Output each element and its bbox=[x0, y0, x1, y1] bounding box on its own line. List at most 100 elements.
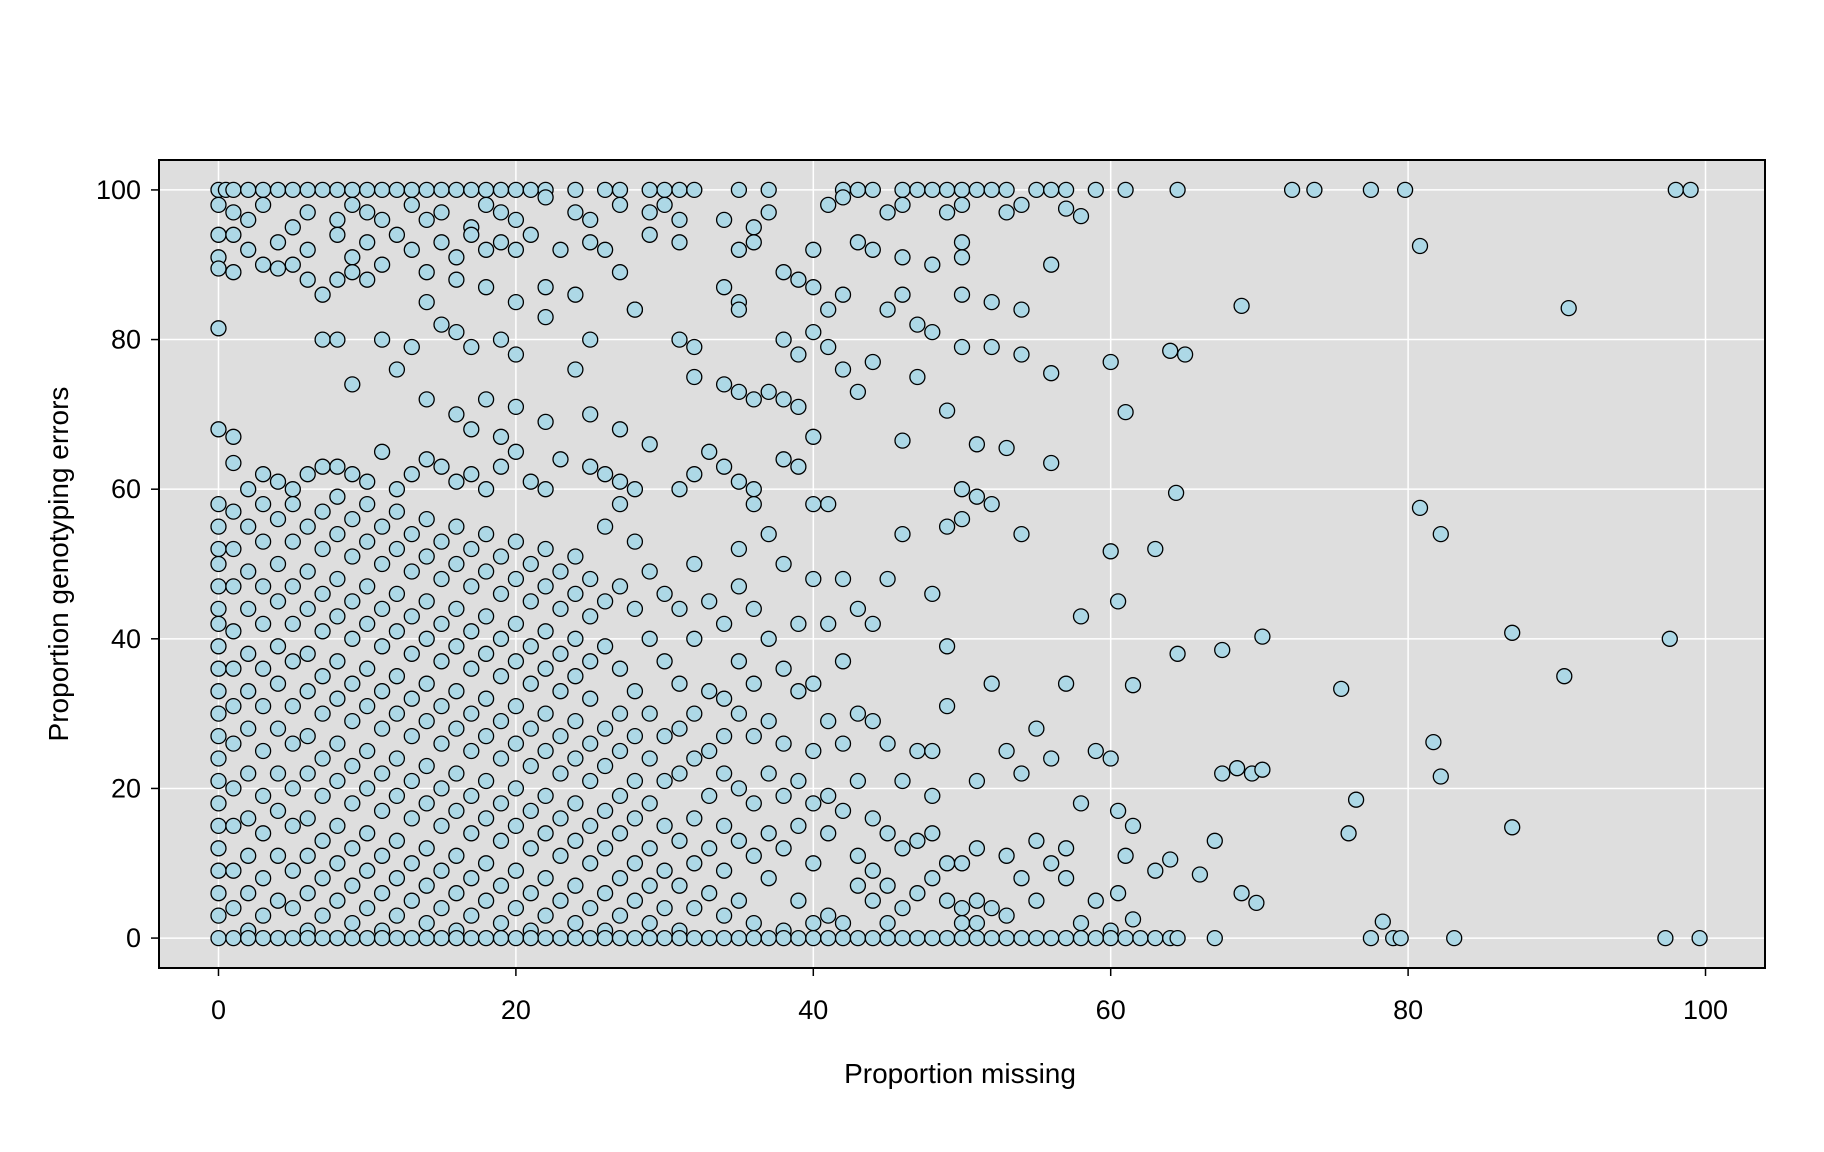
scatter-point bbox=[701, 742, 718, 760]
scatter-point bbox=[849, 877, 867, 894]
scatter-point bbox=[953, 338, 971, 356]
scatter-point bbox=[1147, 540, 1164, 558]
scatter-point bbox=[299, 847, 316, 864]
scatter-point bbox=[433, 817, 450, 835]
scatter-point bbox=[344, 510, 361, 528]
scatter-point bbox=[507, 862, 525, 879]
scatter-point bbox=[1333, 680, 1350, 698]
scatter-point bbox=[418, 675, 435, 692]
scatter-point bbox=[418, 914, 435, 932]
scatter-point bbox=[730, 181, 748, 199]
scatter-point bbox=[359, 660, 376, 677]
scatter-point bbox=[953, 899, 971, 917]
scatter-point bbox=[775, 840, 792, 857]
scatter-point bbox=[388, 481, 406, 498]
scatter-point bbox=[492, 585, 510, 603]
scatter-point bbox=[537, 870, 554, 887]
scatter-point bbox=[210, 929, 227, 947]
scatter-point bbox=[388, 585, 406, 603]
scatter-point bbox=[760, 870, 777, 887]
scatter-point bbox=[1425, 733, 1442, 751]
scatter-point bbox=[1396, 181, 1414, 199]
scatter-point bbox=[418, 757, 435, 775]
scatter-point bbox=[1013, 929, 1030, 947]
scatter-point bbox=[805, 279, 822, 296]
scatter-point bbox=[611, 870, 629, 887]
scatter-point bbox=[492, 877, 510, 894]
scatter-point bbox=[329, 271, 346, 288]
scatter-point bbox=[582, 234, 599, 251]
scatter-point bbox=[463, 787, 480, 805]
scatter-point bbox=[790, 817, 807, 835]
scatter-point bbox=[344, 675, 361, 692]
scatter-point bbox=[373, 555, 391, 573]
scatter-point bbox=[1109, 593, 1127, 610]
scatter-point bbox=[344, 757, 361, 775]
scatter-point bbox=[403, 810, 420, 827]
scatter-point bbox=[671, 234, 688, 251]
scatter-point bbox=[537, 929, 554, 947]
scatter-point bbox=[1072, 914, 1090, 932]
scatter-point bbox=[552, 810, 569, 827]
scatter-point bbox=[254, 907, 272, 924]
scatter-point bbox=[329, 690, 346, 707]
scatter-point bbox=[1013, 525, 1030, 543]
x-tick-label: 80 bbox=[1393, 995, 1423, 1025]
scatter-point bbox=[240, 481, 257, 498]
scatter-point bbox=[284, 533, 301, 550]
scatter-point bbox=[373, 211, 391, 229]
scatter-point bbox=[388, 929, 406, 947]
scatter-point bbox=[715, 817, 733, 835]
scatter-point bbox=[1028, 892, 1045, 909]
scatter-point bbox=[834, 286, 852, 303]
scatter-point bbox=[403, 241, 420, 258]
scatter-point bbox=[879, 825, 896, 842]
scatter-point bbox=[507, 929, 525, 947]
scatter-point bbox=[1109, 885, 1127, 902]
scatter-point bbox=[1191, 866, 1209, 883]
scatter-point bbox=[314, 750, 331, 767]
scatter-point bbox=[611, 705, 629, 722]
scatter-point bbox=[403, 855, 420, 872]
scatter-point bbox=[701, 840, 718, 857]
scatter-point bbox=[1043, 365, 1060, 382]
scatter-point bbox=[373, 331, 391, 348]
scatter-point bbox=[998, 847, 1015, 864]
scatter-point bbox=[834, 914, 852, 932]
scatter-point bbox=[477, 892, 495, 909]
scatter-point bbox=[656, 727, 673, 745]
scatter-point bbox=[760, 630, 777, 647]
scatter-point bbox=[359, 495, 376, 513]
scatter-point bbox=[1362, 929, 1380, 947]
scatter-point bbox=[210, 727, 227, 745]
scatter-point bbox=[953, 929, 971, 947]
scatter-point bbox=[492, 712, 510, 730]
scatter-point bbox=[240, 600, 257, 618]
scatter-point bbox=[641, 563, 658, 580]
scatter-point bbox=[611, 660, 629, 677]
x-tick-label: 0 bbox=[211, 995, 226, 1025]
scatter-point bbox=[790, 772, 807, 790]
scatter-point bbox=[864, 615, 881, 633]
scatter-point bbox=[344, 840, 361, 857]
scatter-point bbox=[284, 481, 301, 498]
scatter-point bbox=[225, 540, 242, 558]
scatter-point bbox=[269, 593, 287, 610]
scatter-point bbox=[433, 234, 450, 251]
scatter-point bbox=[953, 481, 971, 498]
scatter-point bbox=[953, 914, 971, 932]
scatter-point bbox=[730, 832, 748, 849]
scatter-point bbox=[403, 608, 420, 625]
scatter-point bbox=[1228, 760, 1246, 777]
scatter-point bbox=[909, 368, 926, 386]
scatter-point bbox=[834, 653, 852, 670]
scatter-point bbox=[1072, 608, 1090, 625]
scatter-point bbox=[269, 802, 287, 820]
scatter-point bbox=[1691, 929, 1708, 947]
scatter-point bbox=[314, 540, 331, 558]
scatter-point bbox=[284, 697, 301, 715]
scatter-point bbox=[626, 533, 644, 550]
scatter-point bbox=[359, 234, 376, 251]
scatter-point bbox=[359, 578, 376, 595]
